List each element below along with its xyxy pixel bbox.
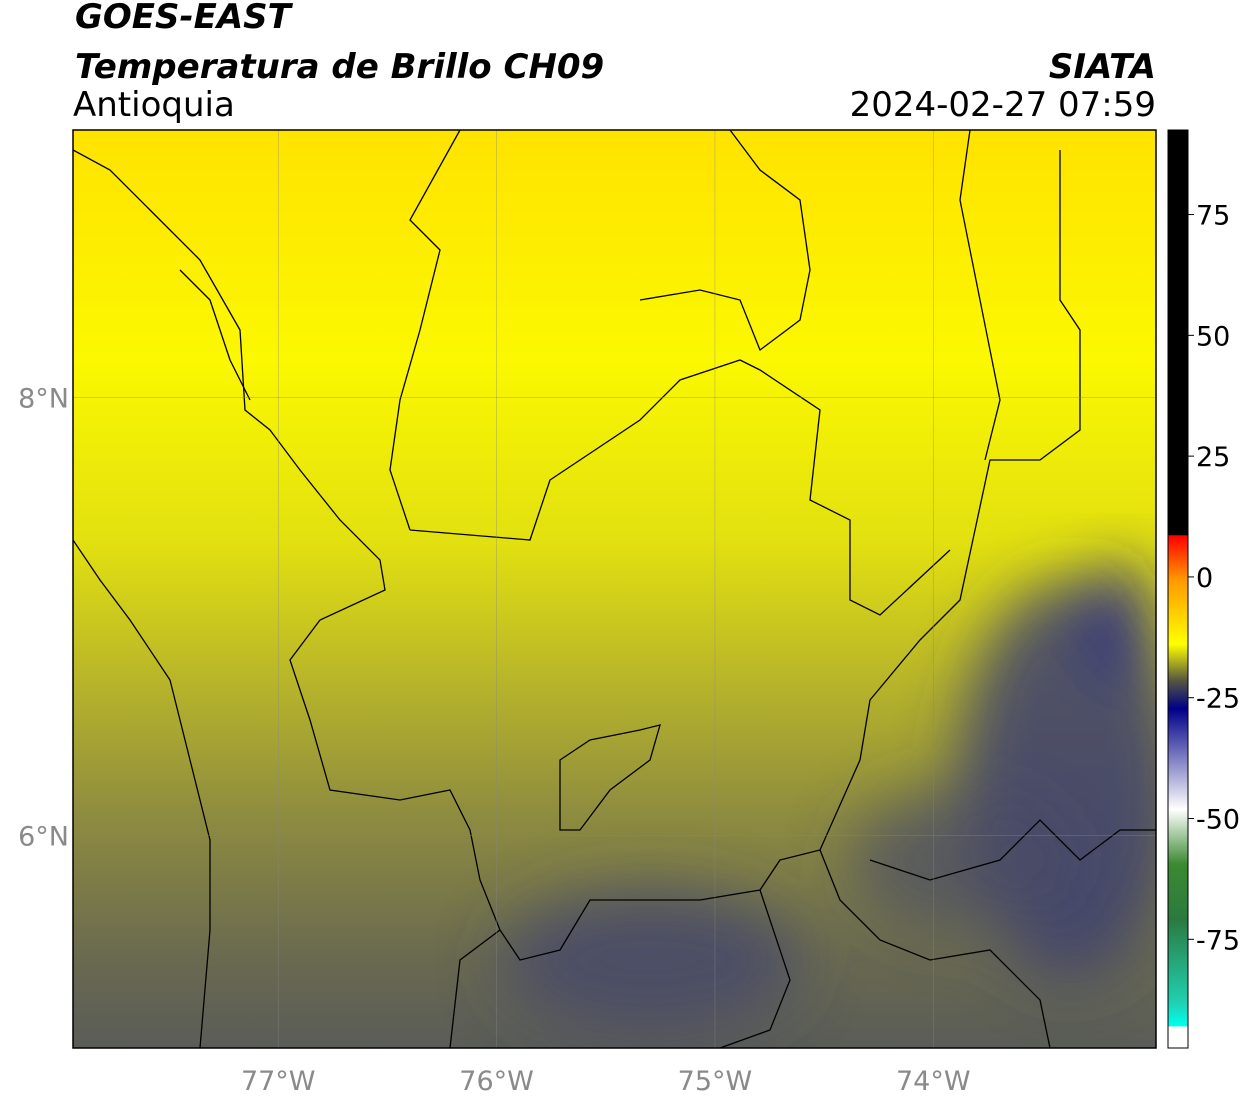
- source: SIATA: [1049, 47, 1156, 87]
- x-tick-label: 74°W: [896, 1066, 971, 1097]
- x-tick-label: 76°W: [459, 1066, 534, 1097]
- colorbar-tick-label: 25: [1196, 442, 1230, 473]
- x-tick-label: 77°W: [241, 1066, 316, 1097]
- y-tick-label: 8°N: [18, 383, 69, 414]
- title: GOES-EAST: [75, 0, 294, 37]
- y-tick-label: 6°N: [18, 821, 69, 852]
- colorbar-tick-label: 50: [1196, 321, 1230, 352]
- borders: [73, 130, 1156, 1048]
- map-frame: [72, 129, 1157, 1049]
- map-field: [73, 130, 1156, 1048]
- colorbar-tick-label: 0: [1196, 563, 1213, 594]
- colorbar: [1167, 129, 1189, 1049]
- colorbar-tick-label: -50: [1196, 805, 1240, 836]
- graticule: [73, 130, 1156, 1048]
- subtitle: Temperatura de Brillo CH09: [75, 47, 604, 87]
- datetime: 2024-02-27 07:59: [850, 85, 1156, 125]
- region: Antioquia: [73, 85, 235, 125]
- colorbar-tick-label: 75: [1196, 201, 1230, 232]
- colorbar-tick-label: -75: [1196, 925, 1240, 956]
- colorbar-tick-label: -25: [1196, 684, 1240, 715]
- x-tick-label: 75°W: [678, 1066, 753, 1097]
